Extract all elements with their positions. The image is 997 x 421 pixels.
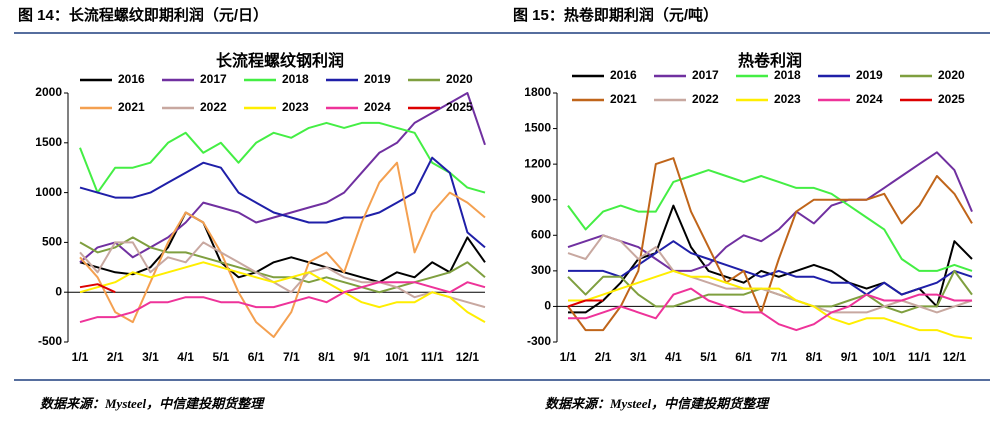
x-tick-label: 1/1 [560, 350, 577, 364]
x-tick-label: 12/1 [456, 350, 480, 364]
series-line [79, 156, 486, 249]
y-tick-label: 900 [531, 192, 551, 206]
x-tick-label: 4/1 [177, 350, 194, 364]
figure-label: 图 15：热卷即期利润（元/吨） [513, 6, 718, 24]
legend-label: 2018 [774, 68, 801, 82]
y-tick-label: 2000 [35, 85, 62, 99]
y-tick-label: 1500 [524, 121, 551, 135]
series-line [79, 161, 486, 338]
legend-label: 2020 [938, 68, 965, 82]
series-line [568, 269, 973, 340]
figure-label: 图 14：长流程螺纹即期利润（元/日） [18, 6, 268, 24]
legend-label: 2017 [692, 68, 719, 82]
x-tick-label: 9/1 [353, 350, 370, 364]
chart-title: 长流程螺纹钢利润 [216, 51, 344, 70]
x-tick-label: 11/1 [421, 350, 444, 364]
y-tick-label: 1500 [35, 135, 62, 149]
series-line [79, 211, 486, 284]
legend-label: 2017 [200, 72, 227, 86]
x-tick-label: 10/1 [385, 350, 409, 364]
series-line [79, 121, 486, 194]
y-tick-label: 0 [55, 284, 62, 298]
series-line [79, 236, 486, 294]
x-tick-label: 11/1 [908, 350, 931, 364]
x-tick-label: 1/1 [72, 350, 89, 364]
series-line [79, 241, 486, 309]
x-tick-label: 7/1 [770, 350, 787, 364]
x-tick-label: 8/1 [318, 350, 335, 364]
y-tick-label: -500 [38, 334, 62, 348]
x-tick-label: 9/1 [841, 350, 858, 364]
x-tick-label: 7/1 [283, 350, 300, 364]
x-tick-label: 5/1 [213, 350, 230, 364]
y-tick-label: 0 [544, 299, 551, 313]
source-note: 数据来源：Mysteel，中信建投期货整理 [40, 396, 265, 411]
legend-label: 2024 [364, 100, 391, 114]
legend-label: 2016 [610, 68, 637, 82]
legend-label: 2025 [938, 92, 965, 106]
y-tick-label: 300 [531, 263, 551, 277]
x-tick-label: 6/1 [735, 350, 752, 364]
series-line [567, 169, 973, 272]
series-line [79, 283, 116, 294]
series-line [567, 157, 973, 332]
legend-label: 2024 [856, 92, 883, 106]
y-tick-label: 500 [42, 235, 62, 249]
x-tick-label: 4/1 [665, 350, 682, 364]
source-note: 数据来源：Mysteel，中信建投期货整理 [545, 396, 770, 411]
y-tick-label: 1000 [35, 185, 62, 199]
legend-label: 2023 [282, 100, 309, 114]
legend-label: 2021 [118, 100, 145, 114]
x-tick-label: 5/1 [700, 350, 717, 364]
legend-label: 2018 [282, 72, 309, 86]
y-tick-label: 1800 [524, 85, 551, 99]
series-line [79, 92, 486, 264]
x-tick-label: 2/1 [107, 350, 124, 364]
series-line [79, 281, 486, 324]
legend-label: 2020 [446, 72, 473, 86]
x-tick-label: 2/1 [595, 350, 612, 364]
series-line [567, 299, 604, 308]
x-tick-label: 3/1 [142, 350, 159, 364]
x-tick-label: 3/1 [630, 350, 647, 364]
legend-label: 2022 [200, 100, 227, 114]
x-tick-label: 12/1 [943, 350, 967, 364]
y-tick-label: -300 [527, 334, 551, 348]
legend-label: 2019 [856, 68, 883, 82]
x-tick-label: 10/1 [872, 350, 896, 364]
series-line [567, 234, 973, 314]
series-line [568, 287, 972, 332]
series-line [568, 240, 973, 296]
x-tick-label: 6/1 [248, 350, 265, 364]
y-tick-label: 1200 [524, 156, 551, 170]
legend-label: 2016 [118, 72, 145, 86]
chart-title: 热卷利润 [738, 51, 802, 70]
legend-label: 2023 [774, 92, 801, 106]
y-tick-label: 600 [531, 227, 551, 241]
legend-label: 2021 [610, 92, 637, 106]
legend-label: 2022 [692, 92, 719, 106]
legend-label: 2025 [446, 100, 473, 114]
series-line [79, 261, 486, 323]
series-line [567, 151, 973, 272]
legend-label: 2019 [364, 72, 391, 86]
x-tick-label: 8/1 [806, 350, 823, 364]
